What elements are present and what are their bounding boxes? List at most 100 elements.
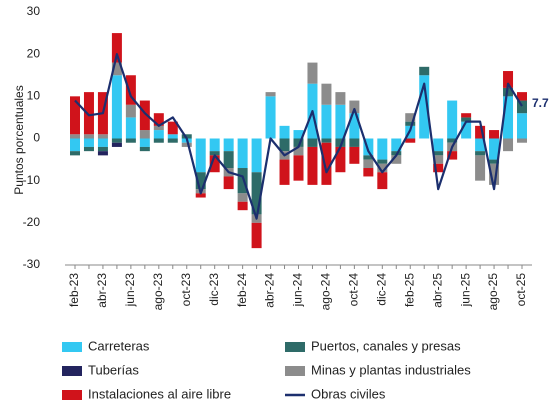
bar-segment	[251, 172, 262, 215]
bar-segment	[321, 138, 332, 143]
bar-segment	[307, 146, 318, 185]
bar-segment	[363, 159, 374, 169]
x-tick-label: ago-23	[151, 273, 165, 311]
bar-segment	[475, 151, 486, 156]
bar-segment	[70, 138, 80, 152]
bar-segment	[503, 87, 514, 97]
legend-label: Minas y plantas industriales	[311, 362, 471, 377]
bar-segment	[111, 138, 122, 143]
bar-segment	[405, 113, 416, 122]
bar-segment	[419, 66, 430, 76]
y-tick-label: -20	[23, 215, 41, 229]
x-tick-label: abr-23	[95, 273, 109, 308]
bar-segment	[377, 138, 388, 160]
bar-segment	[223, 151, 234, 169]
bar-segment	[125, 75, 136, 105]
bar-segment	[111, 62, 122, 76]
bar-segment	[251, 138, 262, 173]
bar-segment	[125, 117, 136, 139]
bar-segment	[125, 138, 136, 143]
bar-segment	[209, 138, 220, 152]
bar-segment	[349, 146, 360, 164]
bar-segment	[377, 163, 388, 173]
bar-segment	[139, 130, 150, 139]
bar-segment	[83, 146, 94, 152]
y-axis-label: Puntos porcentuales	[12, 85, 26, 194]
bar-segment	[265, 92, 276, 97]
bar-segment	[237, 138, 248, 169]
x-tick-label: oct-24	[347, 273, 361, 307]
bar-segment	[111, 33, 122, 63]
line	[74, 53, 523, 220]
y-tick-label: 0	[33, 131, 40, 145]
bar-segment	[167, 134, 178, 139]
bar-segment	[377, 172, 388, 190]
y-tick-label: -10	[23, 173, 41, 187]
bar-segment	[139, 100, 150, 131]
bar-segment	[503, 138, 514, 152]
bar-segment	[97, 146, 108, 152]
bar-segment	[447, 138, 458, 143]
bar-segment	[209, 151, 220, 156]
bar-segment	[349, 100, 360, 114]
bar-segment	[125, 104, 136, 118]
bar-segment	[293, 138, 304, 147]
bar-segment	[153, 130, 164, 139]
y-tick-label: -30	[23, 257, 41, 271]
bar-segment	[475, 155, 486, 181]
bar-segment	[139, 138, 150, 147]
bar-segment	[489, 163, 500, 185]
bar-segment	[251, 222, 262, 249]
bar-segment	[433, 163, 444, 173]
bar-segment	[307, 62, 318, 84]
bar-segment	[223, 176, 234, 190]
legend-swatch	[62, 366, 82, 376]
bar-segment	[209, 155, 220, 173]
x-tick-label: oct-23	[179, 273, 193, 307]
y-tick-label: 20	[27, 46, 41, 60]
bar-segment	[279, 159, 290, 185]
bar-segment	[83, 138, 94, 147]
bar-segment	[237, 193, 248, 202]
legend-label: Tuberías	[88, 362, 139, 377]
bar-segment	[363, 168, 374, 177]
x-tick-label: jun-24	[291, 273, 305, 308]
legend-label: Obras civiles	[311, 386, 386, 401]
bar-segment	[335, 146, 346, 173]
bar-segment	[97, 151, 108, 156]
y-tick-label: 10	[27, 89, 41, 103]
bar-segment	[517, 138, 527, 143]
bar-segment	[363, 138, 374, 156]
bar-segment	[167, 121, 178, 135]
bar-segment	[447, 100, 458, 139]
bar-segment	[503, 96, 514, 139]
x-tick-label: dic-23	[207, 273, 221, 306]
bar-segment	[97, 134, 108, 139]
bar-segment	[503, 71, 514, 88]
bar-segment	[349, 113, 360, 139]
bar-segment	[461, 121, 472, 139]
x-tick-label: jun-23	[123, 273, 137, 308]
bar-segment	[321, 104, 332, 139]
bar-segment	[475, 125, 486, 139]
bar-segment	[461, 117, 472, 122]
bar-segment	[307, 138, 318, 147]
bar-segment	[517, 100, 527, 114]
bar-segment	[349, 138, 360, 147]
bar-segment	[153, 113, 164, 126]
bar-segment	[489, 130, 500, 139]
bar-segment	[321, 142, 332, 185]
bar-segment	[475, 138, 486, 152]
bar-segment	[293, 155, 304, 181]
bar-segment	[517, 92, 527, 101]
bar-segment	[195, 138, 206, 173]
bar-segment	[321, 83, 332, 105]
legend-swatch	[62, 390, 82, 400]
x-tick-label: abr-24	[263, 273, 277, 308]
bar-segment	[447, 151, 458, 160]
bar-segment	[70, 134, 80, 139]
bar-segment	[377, 159, 388, 164]
x-tick-label: abr-25	[430, 273, 444, 308]
legend-swatch	[285, 342, 305, 352]
bar-segment	[293, 130, 304, 139]
